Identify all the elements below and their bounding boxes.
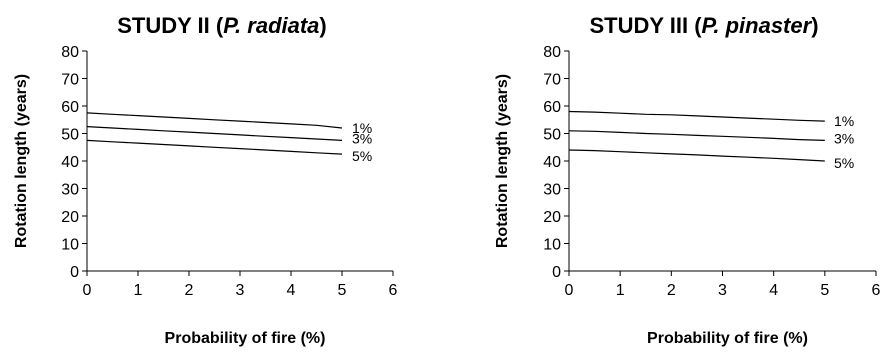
- series-line-3pct: [568, 130, 825, 141]
- y-tick-label: 20: [543, 209, 561, 226]
- x-tick-label: 3: [718, 282, 727, 299]
- chart-title-suffix: ): [811, 13, 818, 38]
- x-tick-label: 2: [667, 282, 676, 299]
- x-tick-label: 0: [83, 282, 92, 299]
- y-tick-label: 10: [61, 237, 79, 254]
- series-label-3pct: 3%: [834, 130, 854, 146]
- x-axis-label: Probability of fire (%): [165, 330, 326, 347]
- chart-panel-2: STUDY III (P. pinaster)01020304050607080…: [494, 13, 881, 347]
- series-label-3pct: 3%: [352, 130, 372, 146]
- y-axis-label: Rotation length (years): [494, 74, 511, 248]
- x-tick-label: 2: [185, 282, 194, 299]
- chart-title-suffix: ): [319, 13, 326, 38]
- series-label-1pct: 1%: [834, 113, 854, 129]
- x-tick-label: 1: [616, 282, 625, 299]
- y-tick-label: 60: [543, 99, 561, 116]
- x-tick-label: 0: [565, 282, 574, 299]
- y-tick-label: 30: [543, 182, 561, 199]
- y-tick-label: 0: [552, 264, 561, 281]
- y-axis-label: Rotation length (years): [13, 74, 30, 248]
- y-tick-label: 0: [70, 264, 79, 281]
- chart-title: STUDY II (P. radiata): [117, 13, 327, 38]
- y-tick-label: 50: [543, 127, 561, 144]
- y-tick-label: 30: [61, 182, 79, 199]
- series-label-1pct: 1%: [352, 120, 372, 136]
- series-line-1pct: [568, 110, 825, 122]
- y-tick-label: 40: [543, 154, 561, 171]
- y-tick-label: 10: [543, 237, 561, 254]
- y-tick-label: 20: [61, 209, 79, 226]
- y-tick-label: 70: [543, 72, 561, 89]
- chart-title-species: P. pinaster: [702, 13, 813, 38]
- y-tick-label: 40: [61, 154, 79, 171]
- y-tick-label: 70: [61, 72, 79, 89]
- x-tick-label: 5: [820, 282, 829, 299]
- chart-title: STUDY III (P. pinaster): [589, 13, 818, 38]
- x-tick-label: 1: [134, 282, 143, 299]
- series-label-5pct: 5%: [352, 148, 372, 164]
- series-label-5pct: 5%: [834, 155, 854, 171]
- y-tick-label: 60: [61, 99, 79, 116]
- series-line-5pct: [86, 139, 343, 155]
- x-tick-label: 6: [389, 282, 398, 299]
- x-tick-label: 5: [338, 282, 347, 299]
- y-tick-label: 80: [61, 44, 79, 61]
- x-tick-label: 4: [287, 282, 296, 299]
- series-line-3pct: [86, 126, 343, 141]
- chart-panel-1: STUDY II (P. radiata) 0 10 20 30 40 50 60 70 80 0 1…: [13, 13, 398, 347]
- x-tick-label: 6: [872, 282, 881, 299]
- x-tick-label: 3: [236, 282, 245, 299]
- x-axis-label: Probability of fire (%): [647, 330, 808, 347]
- y-tick-label: 80: [543, 44, 561, 61]
- series-line-5pct: [568, 149, 825, 162]
- x-tick-label: 4: [769, 282, 778, 299]
- chart-title-species: P. radiata: [223, 13, 319, 38]
- y-tick-label: 50: [61, 127, 79, 144]
- chart-title-prefix: STUDY II (: [117, 13, 224, 38]
- chart-title-prefix: STUDY III (: [589, 13, 702, 38]
- series-line-1pct: [86, 112, 343, 129]
